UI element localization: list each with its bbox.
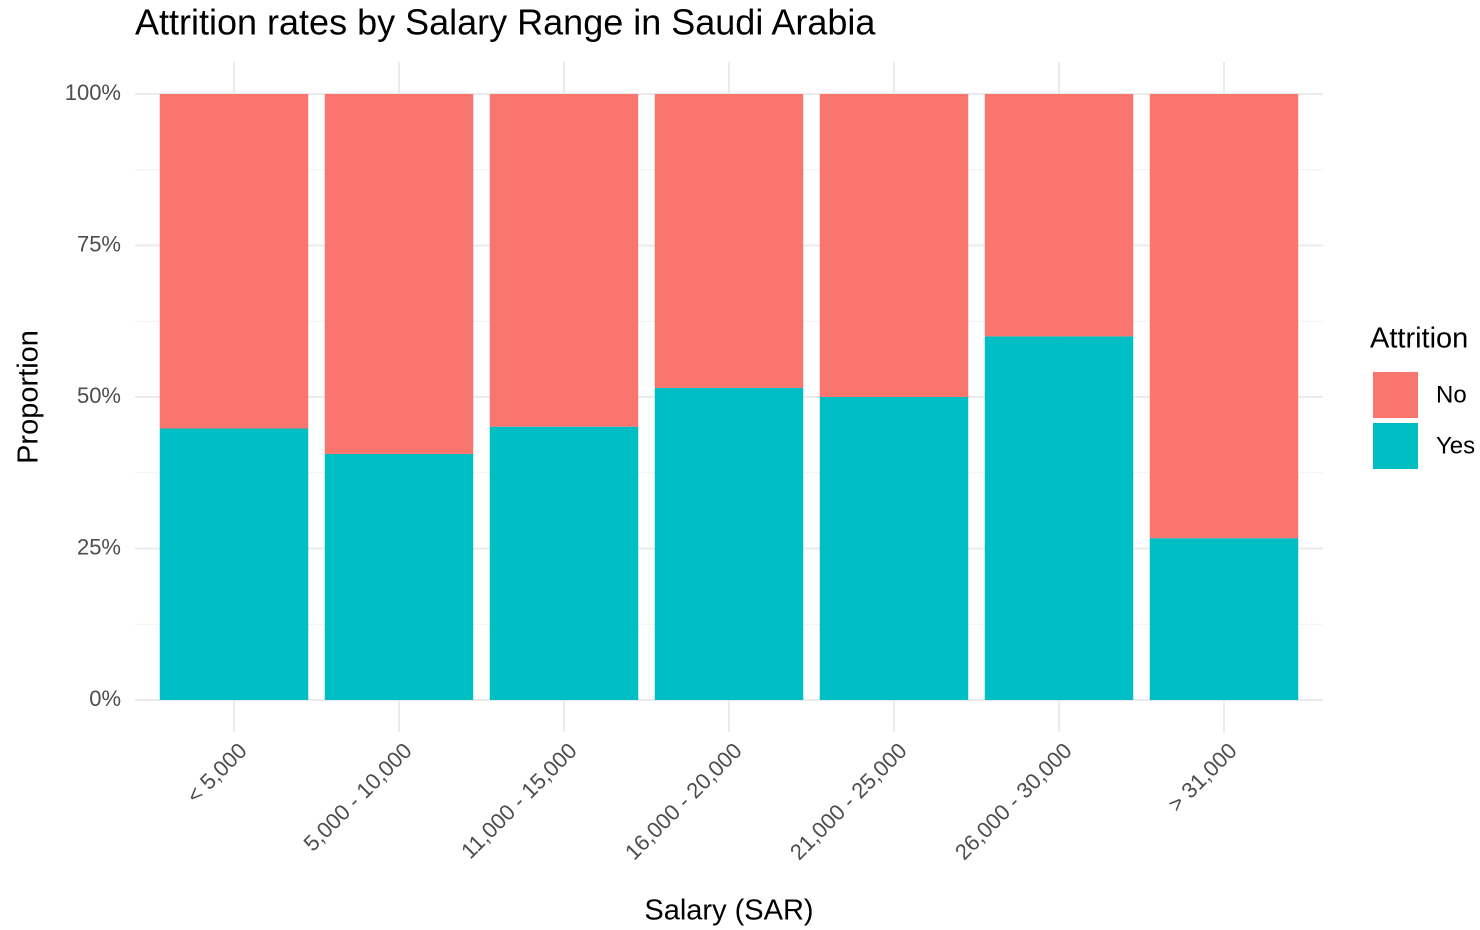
bar-segment — [159, 94, 309, 429]
x-tick-label: 16,000 - 20,000 — [620, 738, 747, 865]
x-tick-label: 21,000 - 25,000 — [785, 738, 912, 865]
bar-segment — [654, 94, 804, 388]
bar-segment — [489, 426, 639, 700]
y-tick-label: 25% — [77, 534, 121, 559]
bar-segment — [1149, 94, 1299, 539]
bar-segment — [819, 397, 969, 700]
x-tick-label: 26,000 - 30,000 — [950, 738, 1077, 865]
y-tick-label: 50% — [77, 383, 121, 408]
x-axis-label: Salary (SAR) — [644, 895, 813, 927]
chart-title: Attrition rates by Salary Range in Saudi… — [135, 2, 876, 43]
legend-key — [1373, 372, 1418, 418]
bar-segment — [984, 336, 1134, 700]
bar-segment — [324, 453, 474, 700]
y-axis-label: Proportion — [13, 330, 45, 464]
x-tick-label: > 31,000 — [1163, 738, 1242, 817]
bar-segment — [1149, 538, 1299, 700]
x-tick-label: < 5,000 — [182, 738, 252, 808]
bar-segment — [654, 387, 804, 700]
bar-segment — [324, 94, 474, 454]
bar-segment — [819, 94, 969, 397]
legend-label: No — [1436, 381, 1467, 408]
bar-segment — [984, 94, 1134, 337]
y-tick-label: 0% — [89, 686, 121, 711]
y-tick-label: 75% — [77, 231, 121, 256]
legend-label: Yes — [1436, 432, 1475, 459]
bar-segment — [159, 428, 309, 700]
x-tick-label: 11,000 - 15,000 — [456, 738, 582, 864]
x-tick-label: 5,000 - 10,000 — [299, 738, 417, 856]
legend-title: Attrition — [1370, 323, 1468, 355]
y-tick-label: 100% — [65, 80, 121, 105]
legend-key — [1373, 423, 1418, 469]
bar-segment — [489, 94, 639, 427]
